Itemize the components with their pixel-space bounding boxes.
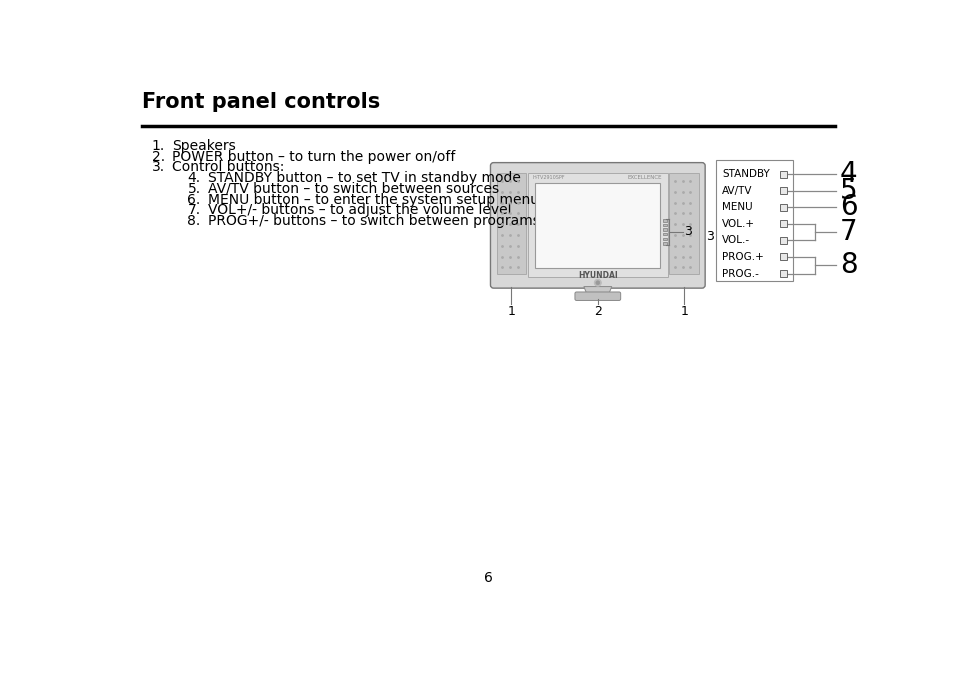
Bar bbox=[779, 187, 785, 194]
Bar bbox=[535, 183, 659, 268]
Text: PROG+/- buttons – to switch between programs: PROG+/- buttons – to switch between prog… bbox=[208, 214, 539, 228]
Text: POWER button – to turn the power on/off: POWER button – to turn the power on/off bbox=[172, 150, 455, 163]
Text: 2.: 2. bbox=[152, 150, 165, 163]
Text: 8: 8 bbox=[840, 251, 857, 279]
FancyBboxPatch shape bbox=[490, 163, 704, 288]
Bar bbox=[779, 254, 785, 261]
Polygon shape bbox=[583, 287, 611, 294]
Text: HYUNDAI: HYUNDAI bbox=[578, 271, 617, 280]
Bar bbox=[779, 270, 785, 277]
Text: Speakers: Speakers bbox=[172, 139, 235, 153]
Text: 1.: 1. bbox=[152, 139, 165, 153]
Text: STANDBY button – to set TV in standby mode: STANDBY button – to set TV in standby mo… bbox=[208, 171, 520, 185]
Text: 1: 1 bbox=[679, 305, 687, 318]
Bar bbox=[661, 233, 666, 236]
Text: 8.: 8. bbox=[187, 214, 200, 228]
Text: 6: 6 bbox=[484, 571, 493, 585]
Bar bbox=[661, 238, 666, 240]
Bar bbox=[661, 242, 666, 244]
Bar bbox=[779, 204, 785, 211]
Text: Front panel controls: Front panel controls bbox=[142, 92, 380, 112]
Bar bbox=[669, 173, 699, 273]
Text: 4: 4 bbox=[840, 160, 857, 188]
Text: 3.: 3. bbox=[152, 160, 165, 174]
Text: 1: 1 bbox=[507, 305, 515, 318]
Bar bbox=[661, 224, 666, 226]
Text: VOL+/- buttons – to adjust the volume level: VOL+/- buttons – to adjust the volume le… bbox=[208, 203, 512, 217]
Text: VOL.-: VOL.- bbox=[721, 236, 750, 246]
Text: 6.: 6. bbox=[187, 192, 200, 207]
Text: 4.: 4. bbox=[187, 171, 200, 185]
Text: Control buttons:: Control buttons: bbox=[172, 160, 284, 174]
Bar bbox=[661, 228, 666, 231]
Bar bbox=[779, 220, 785, 227]
Text: 2: 2 bbox=[594, 305, 601, 318]
FancyBboxPatch shape bbox=[575, 292, 620, 300]
Text: 7.: 7. bbox=[187, 203, 200, 217]
Text: 5: 5 bbox=[840, 177, 857, 205]
Text: PROG.-: PROG.- bbox=[721, 269, 759, 279]
Text: STANDBY: STANDBY bbox=[721, 169, 769, 179]
Text: MENU button – to enter the system setup menu: MENU button – to enter the system setup … bbox=[208, 192, 538, 207]
Bar bbox=[779, 171, 785, 178]
Bar bbox=[779, 237, 785, 244]
Circle shape bbox=[596, 281, 599, 285]
Text: H-TV2910SPF: H-TV2910SPF bbox=[532, 176, 564, 180]
Bar bbox=[661, 219, 666, 221]
Text: AV/TV: AV/TV bbox=[721, 186, 752, 196]
Text: PROG.+: PROG.+ bbox=[721, 252, 763, 262]
Bar bbox=[527, 173, 667, 277]
Text: VOL.+: VOL.+ bbox=[721, 219, 755, 229]
Bar bbox=[716, 160, 793, 281]
Text: 5.: 5. bbox=[187, 182, 200, 196]
Text: 3: 3 bbox=[683, 225, 691, 238]
Text: EXCELLENCE: EXCELLENCE bbox=[626, 176, 661, 180]
Text: AV/TV button – to switch between sources: AV/TV button – to switch between sources bbox=[208, 182, 499, 196]
Text: MENU: MENU bbox=[721, 202, 752, 212]
Text: 7: 7 bbox=[840, 218, 857, 246]
Text: 3: 3 bbox=[705, 230, 713, 242]
Bar bbox=[497, 173, 525, 273]
Circle shape bbox=[594, 279, 600, 286]
Text: 6: 6 bbox=[840, 193, 857, 221]
